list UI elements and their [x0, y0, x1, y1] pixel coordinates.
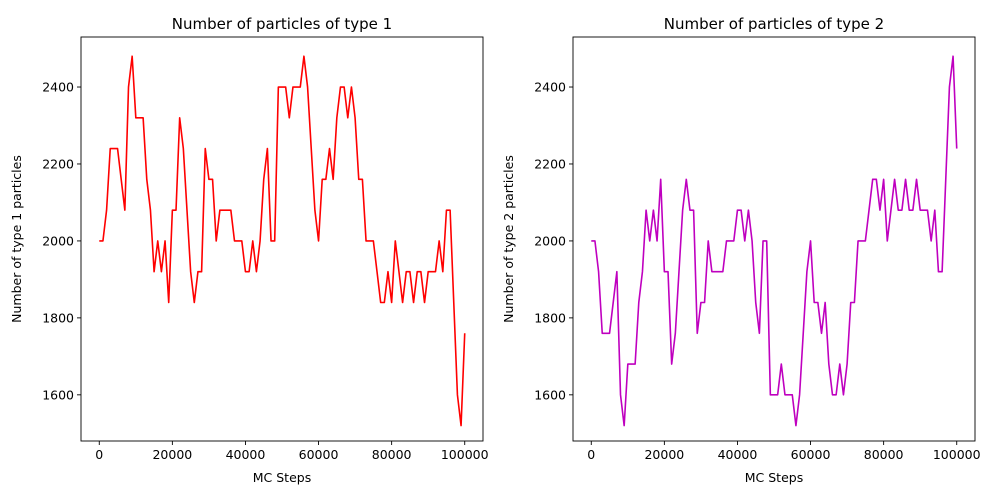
y-tick-label: 2400: [42, 80, 74, 95]
y-axis-label: Number of type 2 particles: [501, 155, 516, 323]
chart-panel-2: Number of particles of type 2 0 20000 40000…: [501, 15, 981, 485]
y-tick-label: 2000: [534, 233, 566, 248]
chart-title: Number of particles of type 2: [664, 15, 884, 33]
y-axis-label: Number of type 1 particles: [9, 155, 24, 323]
chart-title: Number of particles of type 1: [172, 15, 392, 33]
y-tick-label: 2200: [534, 156, 566, 171]
y-tick-label: 2200: [42, 156, 74, 171]
y-tick-label: 2000: [42, 233, 74, 248]
x-tick-label: 20000: [644, 447, 684, 462]
y-tick-label: 1800: [42, 310, 74, 325]
axes-frame: [572, 36, 976, 442]
x-tick-label: 0: [95, 447, 103, 462]
series-line: [99, 55, 466, 427]
x-tick-label: 80000: [372, 447, 412, 462]
x-tick-label: 60000: [299, 447, 339, 462]
y-tick-label: 1600: [534, 387, 566, 402]
x-tick-label: 100000: [441, 447, 489, 462]
x-axis-label: MC Steps: [745, 470, 803, 485]
x-axis-label: MC Steps: [253, 470, 311, 485]
chart-panel-1: Number of particles of type 1 0 20000 40000…: [9, 15, 489, 485]
series-line: [591, 55, 958, 427]
x-tick-label: 60000: [791, 447, 831, 462]
x-tick-label: 40000: [226, 447, 266, 462]
x-tick-label: 40000: [718, 447, 758, 462]
x-tick-label: 100000: [933, 447, 981, 462]
x-tick-label: 0: [587, 447, 595, 462]
y-tick-label: 1800: [534, 310, 566, 325]
x-tick-label: 80000: [864, 447, 904, 462]
y-tick-label: 2400: [534, 80, 566, 95]
y-tick-label: 1600: [42, 387, 74, 402]
axes-frame: [80, 36, 484, 442]
x-tick-label: 20000: [152, 447, 192, 462]
